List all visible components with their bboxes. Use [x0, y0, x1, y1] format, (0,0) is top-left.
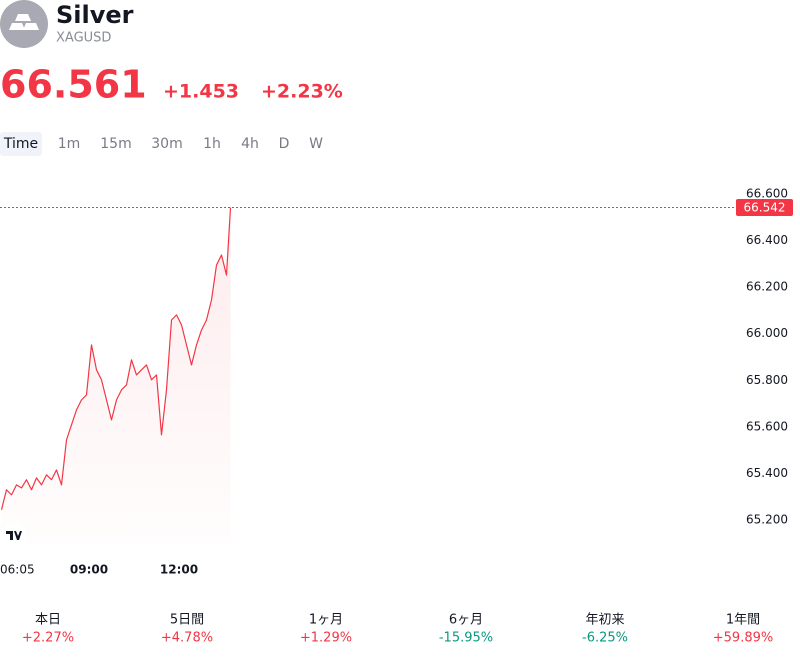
- price-line: [0, 207, 232, 510]
- header: Silver XAGUSD 66.561 +1.453 +2.23%: [0, 0, 343, 107]
- timeframe-tab[interactable]: 30m: [151, 136, 182, 152]
- period-change[interactable]: +2.27%: [22, 631, 74, 646]
- x-tick-label: 12:00: [160, 563, 198, 577]
- timeframe-tab[interactable]: 4h: [241, 136, 259, 152]
- period-change[interactable]: +1.29%: [300, 631, 352, 646]
- period-label[interactable]: 5日間: [170, 613, 204, 628]
- performance-row: 本日 +2.27% 5日間 +4.78% 1ヶ月 +1.29% 6ヶ月 -15.95% 年初来 -…: [22, 613, 773, 646]
- y-tick-label: 65.200: [746, 513, 788, 527]
- last-price-label: 66.542: [744, 201, 786, 215]
- timeframe-tab[interactable]: W: [309, 136, 323, 152]
- instrument-symbol: XAGUSD: [56, 31, 111, 46]
- y-tick-label: 66.200: [746, 280, 788, 294]
- period-change[interactable]: +4.78%: [161, 631, 213, 646]
- symbol-icon: [0, 0, 48, 48]
- period-change[interactable]: -15.95%: [439, 631, 493, 646]
- price: 66.561: [0, 63, 147, 107]
- plot: 65.200 65.400 65.600 65.800 66.000 66.200 66.4…: [0, 187, 793, 577]
- timeframe-tab[interactable]: D: [279, 136, 290, 152]
- tradingview-logo: [1, 523, 27, 549]
- y-tick-label: 65.800: [746, 373, 788, 387]
- y-tick-label: 66.600: [746, 187, 788, 201]
- price-change: +1.453: [163, 81, 239, 103]
- instrument-name: Silver: [56, 1, 134, 29]
- last-price-badge: [736, 199, 793, 217]
- period-label[interactable]: 6ヶ月: [449, 613, 483, 628]
- y-tick-label: 65.600: [746, 419, 788, 433]
- timeframe-tab[interactable]: Time: [3, 136, 38, 152]
- period-change[interactable]: -6.25%: [582, 631, 628, 646]
- timeframe-tab[interactable]: 1h: [203, 136, 221, 152]
- y-tick-label: 65.400: [746, 466, 788, 480]
- y-tick-label: 66.400: [746, 233, 788, 247]
- area-fill: [1, 207, 231, 544]
- period-label[interactable]: 1ヶ月: [309, 613, 343, 628]
- timeframe-tab[interactable]: 1m: [58, 136, 81, 152]
- timeframe-tab[interactable]: 15m: [100, 136, 131, 152]
- price-change-percent: +2.23%: [261, 81, 343, 103]
- active-tab-background: [0, 132, 42, 156]
- x-tick-label: 09:00: [70, 563, 108, 577]
- period-label[interactable]: 1年間: [726, 613, 760, 628]
- x-tick-label: 06:05: [0, 563, 35, 577]
- period-label[interactable]: 年初来: [585, 613, 624, 628]
- timeframe-tabs: Time 1m 15m 30m 1h 4h D W: [3, 136, 323, 152]
- period-change[interactable]: +59.89%: [713, 631, 773, 646]
- period-label[interactable]: 本日: [35, 613, 61, 628]
- silver-bars-icon: [9, 14, 39, 30]
- y-tick-label: 66.000: [746, 326, 788, 340]
